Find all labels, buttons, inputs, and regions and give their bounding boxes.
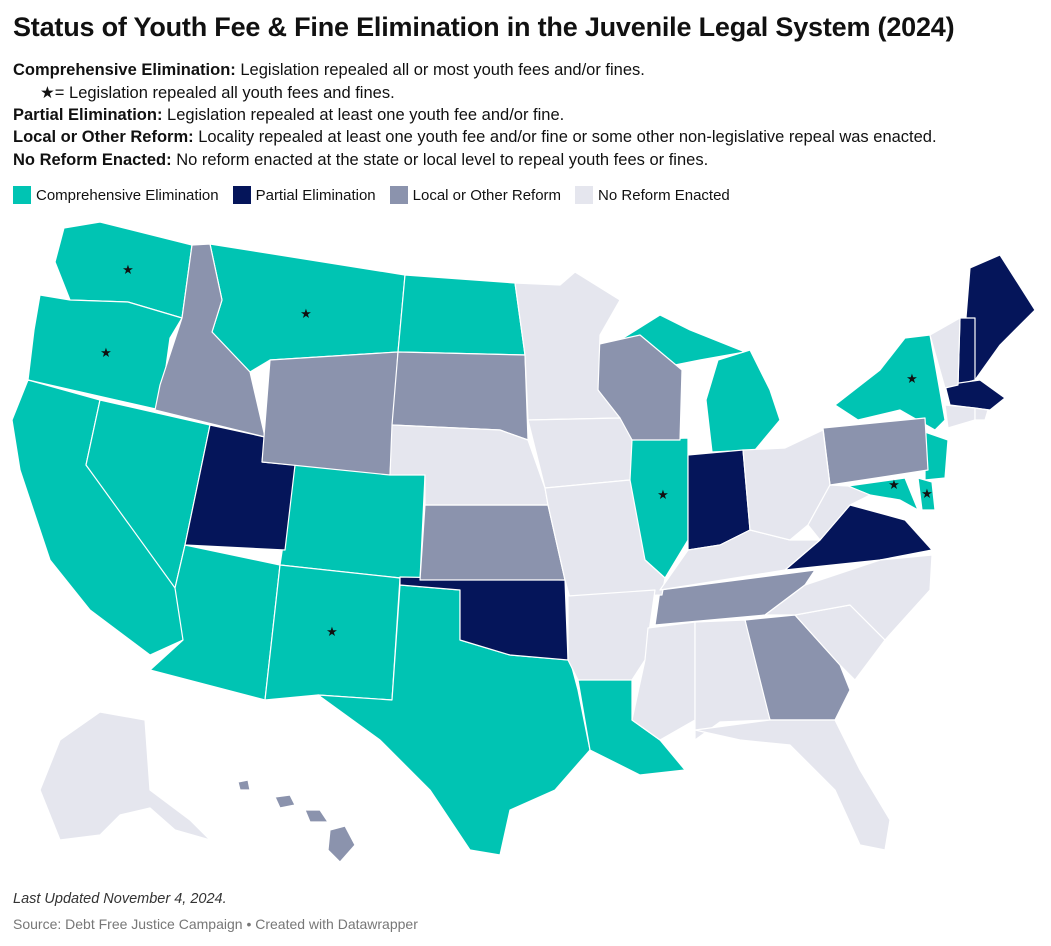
state-ak[interactable] (39, 711, 211, 841)
state-mi[interactable] (705, 349, 781, 453)
legend-swatch (13, 186, 31, 204)
state-wv[interactable] (807, 484, 871, 541)
definition-text: Legislation repealed all or most youth f… (235, 61, 645, 79)
state-de[interactable] (917, 477, 936, 511)
us-map: ★ ★ ★ ★ ★ ★ ★ ★ (11, 221, 1036, 863)
definition-text: Legislation repealed at least one youth … (162, 106, 565, 124)
state-ok[interactable] (399, 576, 569, 661)
state-nh[interactable] (957, 317, 976, 386)
definition-term: No Reform Enacted: (13, 151, 172, 169)
legend-item-local: Local or Other Reform (389, 186, 562, 204)
state-vt[interactable] (929, 317, 961, 389)
star-icon: ★ (326, 625, 338, 640)
legend: Comprehensive Elimination Partial Elimin… (13, 186, 744, 204)
legend-item-none: No Reform Enacted (575, 186, 730, 204)
legend-label: Partial Elimination (255, 186, 376, 204)
state-mn[interactable] (514, 271, 621, 421)
definition-term: Comprehensive Elimination: (13, 61, 236, 79)
star-icon: ★ (657, 488, 669, 503)
legend-label: Comprehensive Elimination (36, 186, 219, 204)
star-icon: ★ (100, 346, 112, 361)
definition-none: No Reform Enacted: No reform enacted at … (13, 151, 708, 170)
state-ks[interactable] (419, 504, 566, 581)
legend-label: No Reform Enacted (598, 186, 730, 204)
state-ny[interactable] (834, 334, 946, 431)
definition-text: Locality repealed at least one youth fee… (193, 128, 937, 146)
state-nj[interactable] (924, 431, 949, 481)
state-hi[interactable] (237, 779, 356, 863)
state-ar[interactable] (567, 589, 656, 681)
state-co[interactable] (279, 464, 426, 581)
state-ia[interactable] (527, 417, 633, 489)
legend-swatch (232, 186, 251, 204)
state-id[interactable] (154, 243, 266, 438)
definition-comprehensive: Comprehensive Elimination: Legislation r… (13, 61, 645, 80)
source-note: Source: Debt Free Justice Campaign • Cre… (13, 916, 418, 932)
star-icon: ★ (906, 372, 918, 387)
legend-swatch (389, 186, 408, 204)
definition-term: Local or Other Reform: (13, 128, 194, 146)
state-fl[interactable] (694, 719, 891, 851)
legend-item-comprehensive: Comprehensive Elimination (13, 186, 219, 204)
state-ri[interactable] (974, 407, 989, 421)
definition-local: Local or Other Reform: Locality repealed… (13, 128, 937, 147)
state-la[interactable] (577, 677, 686, 776)
star-icon: ★ (888, 478, 900, 493)
state-nc[interactable] (764, 554, 933, 641)
definition-term: Partial Elimination: (13, 106, 163, 124)
legend-label: Local or Other Reform (412, 186, 562, 204)
state-ct[interactable] (944, 404, 976, 429)
state-wy[interactable] (261, 351, 399, 476)
state-or[interactable] (27, 294, 183, 411)
legend-swatch (575, 186, 594, 204)
state-al[interactable] (694, 619, 771, 741)
state-ky[interactable] (659, 529, 821, 591)
state-nd[interactable] (397, 274, 526, 356)
chart-title: Status of Youth Fee & Fine Elimination i… (13, 12, 955, 42)
last-updated: Last Updated November 4, 2024. (13, 891, 227, 907)
state-mo[interactable] (544, 479, 666, 599)
state-pa[interactable] (822, 417, 929, 486)
definition-partial: Partial Elimination: Legislation repeale… (13, 106, 564, 125)
state-ma[interactable] (944, 379, 1006, 411)
star-icon: ★ (122, 263, 134, 278)
star-note: ★= Legislation repealed all youth fees a… (40, 84, 395, 102)
legend-item-partial: Partial Elimination (232, 186, 376, 204)
star-icon: ★ (300, 307, 312, 322)
star-icon: ★ (921, 487, 933, 502)
definition-text: No reform enacted at the state or local … (171, 151, 709, 169)
